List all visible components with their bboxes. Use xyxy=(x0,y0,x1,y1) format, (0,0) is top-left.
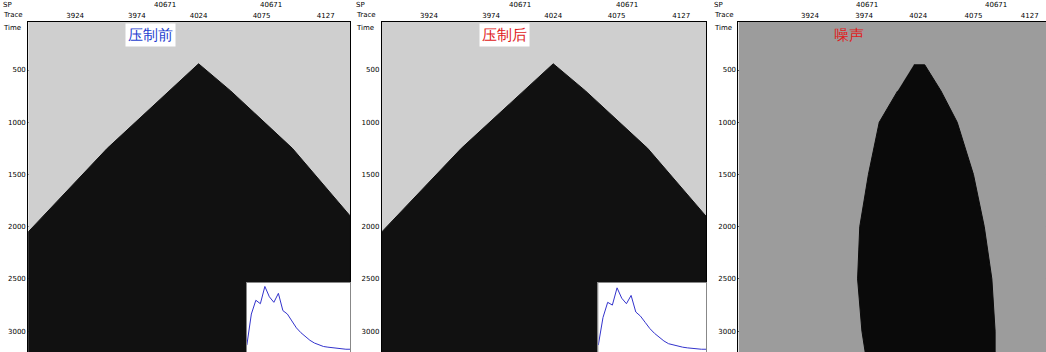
svg-text:40671: 40671 xyxy=(260,1,282,9)
svg-text:2500: 2500 xyxy=(718,275,736,283)
svg-text:4127: 4127 xyxy=(672,12,690,20)
svg-text:2000: 2000 xyxy=(362,223,380,231)
svg-text:3000: 3000 xyxy=(362,328,380,336)
svg-text:40671: 40671 xyxy=(985,1,1007,9)
svg-text:40671: 40671 xyxy=(509,1,531,9)
svg-text:4127: 4127 xyxy=(317,12,335,20)
svg-text:Time: Time xyxy=(3,24,21,32)
svg-text:1000: 1000 xyxy=(362,119,380,127)
svg-text:2000: 2000 xyxy=(718,223,736,231)
svg-text:SP: SP xyxy=(714,1,723,9)
svg-text:3974: 3974 xyxy=(855,12,873,20)
svg-text:SP: SP xyxy=(356,1,365,9)
svg-text:1500: 1500 xyxy=(362,171,380,179)
svg-text:4075: 4075 xyxy=(253,12,271,20)
svg-text:Trace: Trace xyxy=(356,11,376,19)
svg-text:40671: 40671 xyxy=(154,1,176,9)
svg-text:3974: 3974 xyxy=(482,12,500,20)
svg-text:Trace: Trace xyxy=(3,11,23,19)
svg-text:2500: 2500 xyxy=(362,275,380,283)
svg-text:40671: 40671 xyxy=(616,1,638,9)
svg-text:4075: 4075 xyxy=(608,12,626,20)
svg-text:3974: 3974 xyxy=(128,12,146,20)
svg-text:3000: 3000 xyxy=(718,328,736,336)
svg-text:500: 500 xyxy=(366,66,379,74)
svg-text:1000: 1000 xyxy=(718,119,736,127)
svg-text:Trace: Trace xyxy=(714,11,734,19)
svg-text:3924: 3924 xyxy=(66,12,84,20)
svg-text:Time: Time xyxy=(714,24,732,32)
svg-text:压制前: 压制前 xyxy=(128,26,173,44)
svg-text:40671: 40671 xyxy=(856,1,878,9)
svg-text:4075: 4075 xyxy=(965,12,983,20)
svg-text:500: 500 xyxy=(12,66,25,74)
svg-text:2500: 2500 xyxy=(8,275,26,283)
svg-text:3924: 3924 xyxy=(420,12,438,20)
svg-text:4024: 4024 xyxy=(909,12,927,20)
svg-text:SP: SP xyxy=(3,1,12,9)
svg-text:1000: 1000 xyxy=(8,119,26,127)
svg-text:4024: 4024 xyxy=(190,12,208,20)
svg-text:500: 500 xyxy=(723,66,736,74)
svg-text:3000: 3000 xyxy=(8,328,26,336)
svg-text:1500: 1500 xyxy=(718,171,736,179)
svg-text:噪声: 噪声 xyxy=(834,26,864,44)
svg-text:Time: Time xyxy=(356,24,374,32)
svg-text:4024: 4024 xyxy=(544,12,562,20)
svg-text:1500: 1500 xyxy=(8,171,26,179)
svg-text:3924: 3924 xyxy=(801,12,819,20)
svg-text:压制后: 压制后 xyxy=(482,26,527,44)
svg-text:4127: 4127 xyxy=(1021,12,1039,20)
svg-text:2000: 2000 xyxy=(8,223,26,231)
